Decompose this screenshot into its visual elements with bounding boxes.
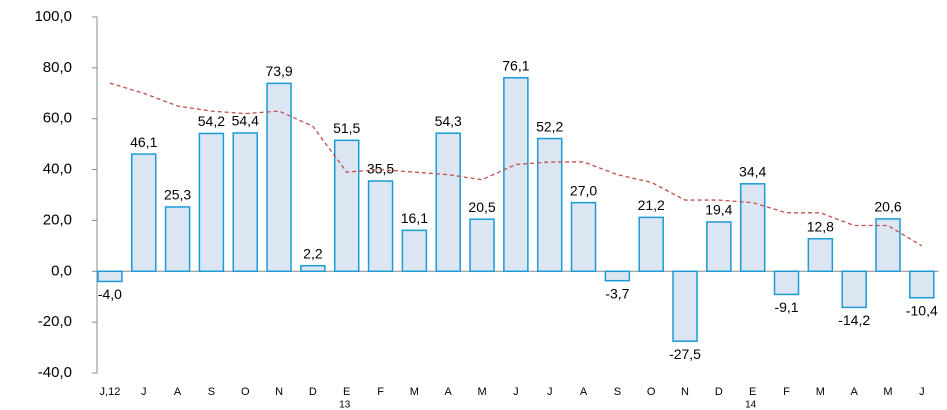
data-label: 21,2: [638, 197, 665, 213]
bar: [841, 270, 867, 309]
x-tick-label: J: [513, 386, 519, 398]
data-label: 54,2: [198, 113, 225, 129]
data-label: -4,0: [98, 286, 122, 302]
bar: [706, 221, 732, 273]
x-tick-label: A: [445, 386, 453, 398]
data-label: 27,0: [570, 182, 597, 198]
data-label: 51,5: [333, 120, 360, 136]
x-tick-label: S: [208, 386, 215, 398]
bar: [604, 270, 631, 282]
data-label: -3,7: [605, 285, 629, 301]
x-tick-label: A: [851, 386, 859, 398]
data-label: 35,5: [367, 161, 394, 177]
bar: [232, 132, 258, 273]
y-tick-label: 40,0: [43, 161, 72, 178]
bar: [638, 216, 664, 273]
data-label: 19,4: [705, 202, 732, 218]
y-tick-label: 100,0: [34, 8, 72, 25]
data-label: 46,1: [130, 134, 157, 150]
bar: [97, 270, 123, 283]
x-tick-label: N: [275, 386, 283, 398]
year-label: 13: [339, 400, 351, 410]
bar: [300, 264, 326, 273]
data-label: 54,4: [232, 113, 259, 129]
x-tick-label: A: [580, 386, 588, 398]
x-tick-label: E: [749, 386, 756, 398]
bar: [807, 237, 834, 273]
y-tick-label: 60,0: [43, 110, 72, 127]
x-tick-label: O: [647, 386, 656, 398]
x-tick-label: F: [377, 386, 384, 398]
x-tick-label: F: [783, 386, 790, 398]
data-label: -14,2: [838, 312, 870, 328]
bar: [198, 132, 225, 273]
data-label: 34,4: [739, 164, 766, 180]
bar: [469, 218, 495, 273]
data-label: 25,3: [164, 187, 191, 203]
data-label: 52,2: [536, 118, 563, 134]
bar: [909, 270, 935, 299]
x-tick-label: J,12: [100, 386, 121, 398]
x-tick-label: J: [547, 386, 553, 398]
bar: [536, 137, 563, 273]
x-tick-label: J: [141, 386, 147, 398]
x-tick-label: O: [241, 386, 250, 398]
bar: [773, 270, 800, 296]
x-tick-label: D: [715, 386, 723, 398]
bar: [875, 218, 901, 273]
data-label: 12,8: [807, 218, 834, 234]
bar: [401, 229, 428, 273]
data-label: 76,1: [502, 57, 529, 73]
bar: [672, 270, 698, 342]
bar: [570, 201, 597, 273]
y-tick-label: 20,0: [43, 211, 72, 228]
x-tick-label: M: [816, 386, 825, 398]
data-label: -10,4: [906, 302, 938, 318]
bar: [503, 77, 529, 273]
bar: [164, 206, 191, 273]
bar: [266, 82, 292, 273]
data-label: 16,1: [401, 210, 428, 226]
x-tick-label: M: [410, 386, 419, 398]
data-label: 20,5: [468, 199, 495, 215]
x-tick-label: M: [477, 386, 486, 398]
x-tick-label: E: [343, 386, 350, 398]
data-label: 20,6: [874, 199, 901, 215]
x-tick-label: M: [883, 386, 892, 398]
y-tick-label: 0,0: [51, 262, 72, 279]
bar: [130, 153, 157, 273]
bar: [435, 132, 461, 273]
x-tick-label: S: [614, 386, 621, 398]
x-tick-label: D: [309, 386, 317, 398]
bar: [739, 183, 766, 273]
y-tick-label: -20,0: [38, 313, 72, 330]
y-tick-label: 80,0: [43, 59, 72, 76]
data-label: 2,2: [303, 245, 323, 261]
bar: [367, 180, 394, 273]
x-tick-label: J: [919, 386, 925, 398]
data-label: -9,1: [774, 299, 798, 315]
y-tick-label: -40,0: [38, 364, 72, 381]
year-label: 14: [745, 400, 757, 410]
x-tick-label: N: [681, 386, 689, 398]
x-tick-label: A: [174, 386, 182, 398]
data-label: 73,9: [265, 63, 292, 79]
data-label: -27,5: [669, 346, 701, 362]
data-label: 54,3: [435, 113, 462, 129]
